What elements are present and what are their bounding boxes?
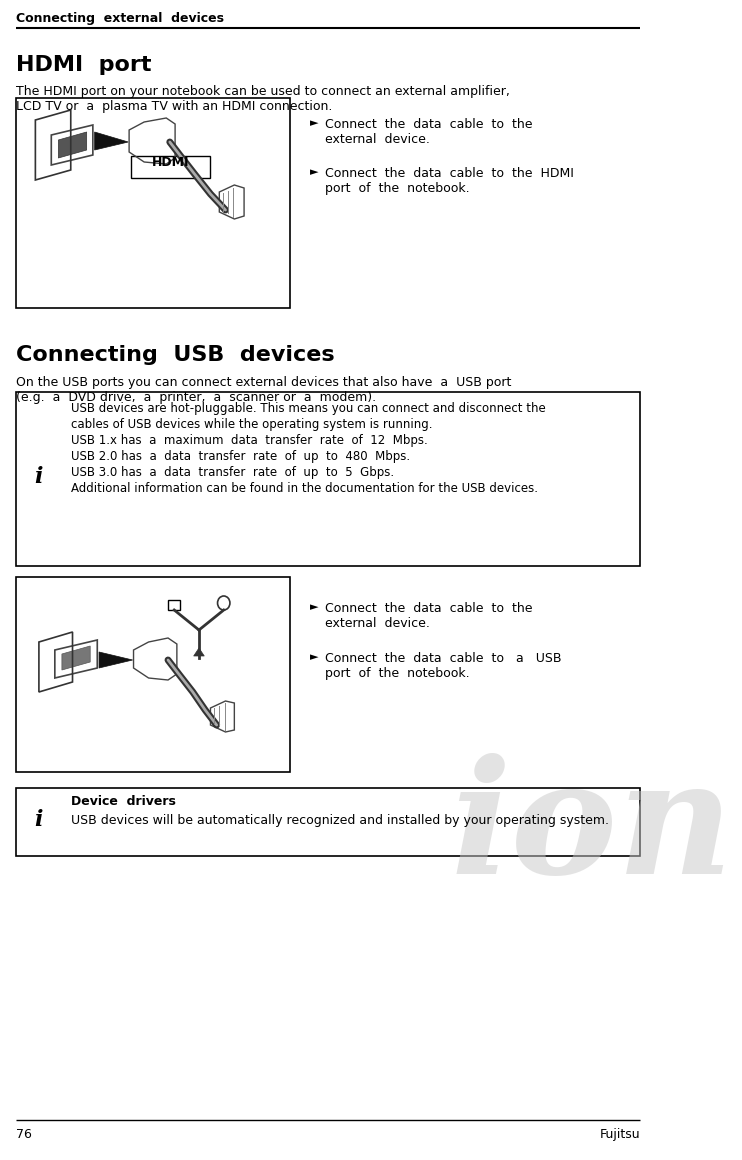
Text: USB 1.x has  a  maximum  data  transfer  rate  of  12  Mbps.: USB 1.x has a maximum data transfer rate… — [70, 434, 427, 447]
Text: Additional information can be found in the documentation for the USB devices.: Additional information can be found in t… — [70, 483, 538, 495]
Text: USB devices will be automatically recognized and installed by your operating sys: USB devices will be automatically recogn… — [70, 814, 608, 827]
Text: Connecting  USB  devices: Connecting USB devices — [16, 345, 335, 365]
Text: HDMI: HDMI — [152, 157, 189, 169]
FancyBboxPatch shape — [168, 600, 180, 610]
Polygon shape — [59, 132, 87, 158]
Text: USB 2.0 has  a  data  transfer  rate  of  up  to  480  Mbps.: USB 2.0 has a data transfer rate of up t… — [70, 450, 410, 463]
Polygon shape — [62, 646, 91, 670]
Text: Device  drivers: Device drivers — [70, 795, 176, 809]
Text: The HDMI port on your notebook can be used to connect an external amplifier,
LCD: The HDMI port on your notebook can be us… — [16, 85, 510, 113]
Text: i: i — [35, 466, 43, 488]
Text: On the USB ports you can connect external devices that also have  a  USB port
(e: On the USB ports you can connect externa… — [16, 376, 511, 404]
Text: Connect  the  data  cable  to  the
external  device.: Connect the data cable to the external d… — [326, 602, 533, 630]
Text: USB devices are hot-pluggable. This means you can connect and disconnect the: USB devices are hot-pluggable. This mean… — [70, 403, 545, 415]
Text: ►: ► — [309, 167, 318, 177]
Polygon shape — [194, 648, 204, 657]
Polygon shape — [99, 652, 133, 668]
Text: ►: ► — [309, 602, 318, 612]
FancyBboxPatch shape — [16, 97, 290, 309]
Text: Fujitsu: Fujitsu — [600, 1128, 640, 1141]
Polygon shape — [95, 132, 128, 150]
FancyBboxPatch shape — [16, 788, 640, 856]
Text: ►: ► — [309, 652, 318, 662]
Text: HDMI  port: HDMI port — [16, 55, 151, 75]
Text: USB 3.0 has  a  data  transfer  rate  of  up  to  5  Gbps.: USB 3.0 has a data transfer rate of up t… — [70, 466, 394, 479]
Text: Connect  the  data  cable  to   a   USB
port  of  the  notebook.: Connect the data cable to a USB port of … — [326, 652, 562, 680]
Text: Connecting  external  devices: Connecting external devices — [16, 12, 224, 26]
Text: ►: ► — [309, 118, 318, 128]
Text: ion: ion — [451, 753, 734, 907]
Text: Connect  the  data  cable  to  the  HDMI
port  of  the  notebook.: Connect the data cable to the HDMI port … — [326, 167, 574, 195]
FancyBboxPatch shape — [16, 577, 290, 773]
Text: cables of USB devices while the operating system is running.: cables of USB devices while the operatin… — [70, 418, 433, 432]
FancyBboxPatch shape — [131, 155, 211, 177]
Text: Connect  the  data  cable  to  the
external  device.: Connect the data cable to the external d… — [326, 118, 533, 146]
Text: 76: 76 — [16, 1128, 32, 1141]
FancyBboxPatch shape — [16, 392, 640, 566]
Text: i: i — [35, 809, 43, 831]
